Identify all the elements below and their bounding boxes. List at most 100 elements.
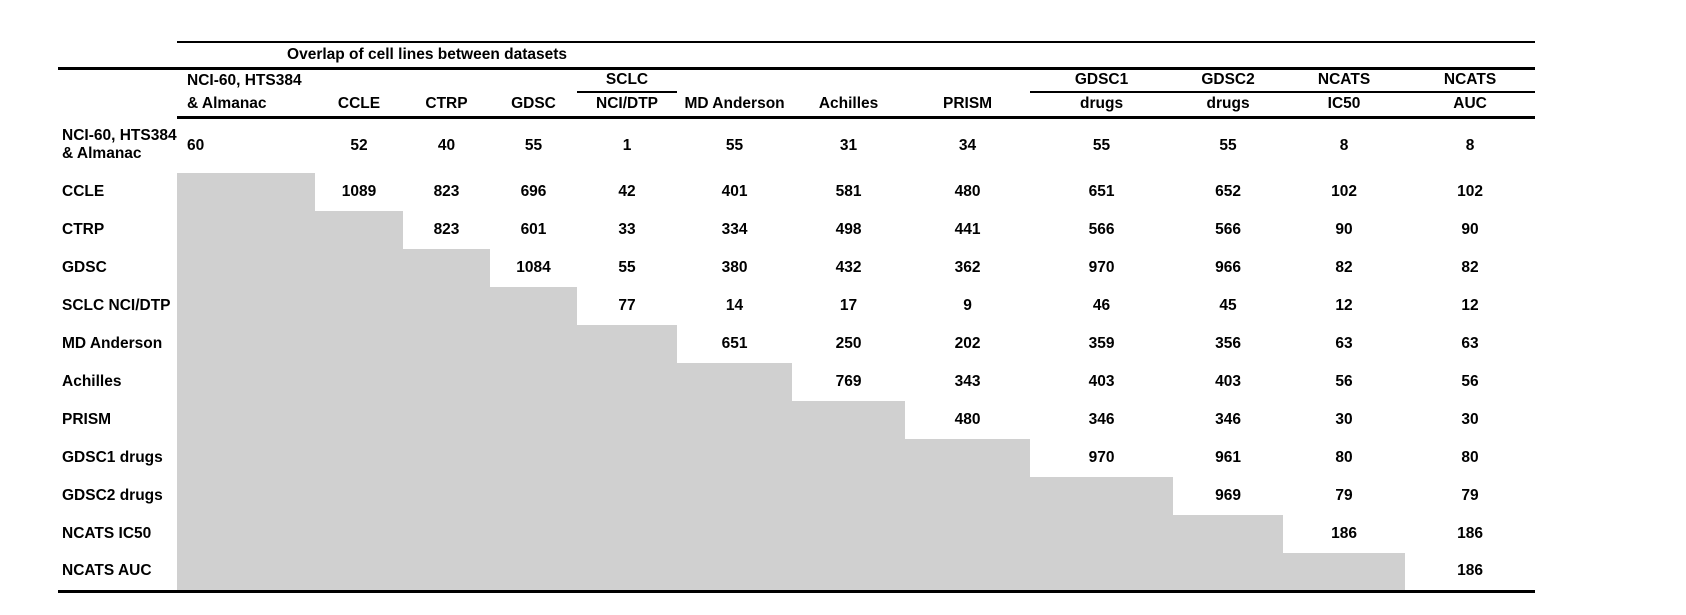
- header-corner-bottom: [58, 92, 177, 117]
- shaded-cell-mdanderson-sclc: [577, 325, 678, 363]
- value-cell-prism-ncats_ic50: 30: [1335, 411, 1353, 429]
- value-cell-ccle-gdsc: 696: [520, 183, 547, 201]
- row-label-mdanderson: MD Anderson: [62, 335, 163, 353]
- overlap-table: Overlap of cell lines between datasets N…: [58, 41, 1536, 593]
- shaded-cell-achilles-mdanderson: [677, 363, 793, 401]
- shaded-cell-ctrp-ccle: [315, 211, 403, 249]
- value-cell-mdanderson-ncats_ic50: 63: [1335, 335, 1353, 353]
- shaded-cell-achilles-sclc: [577, 363, 678, 401]
- value-cell-mdanderson-prism: 202: [954, 335, 981, 353]
- value-cell-ccle-gdsc1: 651: [1088, 183, 1115, 201]
- shaded-cell-ncats_ic50-prism: [905, 515, 1031, 553]
- shaded-cell-gdsc-nci60: [177, 249, 315, 287]
- shaded-cell-ncats_auc-mdanderson: [677, 553, 793, 593]
- table-row-gdsc: GDSC 1084 55 380 432 362 970 966 82 82: [58, 249, 1535, 287]
- value-cell-nci60-ctrp: 40: [437, 136, 456, 154]
- value-cell-ccle-prism: 480: [954, 183, 981, 201]
- shaded-cell-sclc-nci60: [177, 287, 315, 325]
- shaded-cell-ncats_ic50-gdsc: [490, 515, 577, 553]
- value-cell-sclc-gdsc2: 45: [1219, 297, 1237, 315]
- table-row-ncats_ic50: NCATS IC50 186 186: [58, 515, 1535, 553]
- table-row-sclc: SCLC NCI/DTP 77 14 17 9 46 45 12 12: [58, 287, 1535, 325]
- table-row-ncats_auc: NCATS AUC 186: [58, 553, 1536, 593]
- shaded-cell-sclc-gdsc: [490, 287, 577, 325]
- value-cell-prism-prism: 480: [954, 411, 981, 429]
- shaded-cell-gdsc1-gdsc: [490, 439, 577, 477]
- col-header-top-gdsc1: GDSC1: [1030, 68, 1174, 93]
- value-cell-gdsc-ncats_auc: 82: [1461, 259, 1479, 277]
- value-cell-nci60-achilles: 31: [839, 136, 858, 154]
- table-row-ctrp: CTRP 823 601 33 334 498 441 566 566 90 90: [58, 211, 1535, 249]
- table-row-mdanderson: MD Anderson 651 250 202 359 356 63 63: [58, 325, 1535, 363]
- value-cell-ccle-sclc: 42: [618, 183, 636, 201]
- shaded-cell-prism-sclc: [577, 401, 678, 439]
- shaded-cell-prism-mdanderson: [677, 401, 793, 439]
- value-cell-ncats_ic50-ncats_auc: 186: [1457, 525, 1483, 543]
- col-header-ctrp: CTRP: [403, 92, 490, 119]
- shaded-cell-ctrp-nci60: [177, 211, 315, 249]
- row-label-gdsc2: GDSC2 drugs: [62, 487, 163, 505]
- col-header-ncats_auc: AUC: [1405, 92, 1536, 119]
- col-header-top-prism: [905, 68, 1030, 92]
- shaded-cell-ncats_auc-gdsc: [490, 553, 577, 593]
- shaded-cell-prism-gdsc: [490, 401, 577, 439]
- value-cell-ccle-ccle: 1089: [341, 183, 377, 201]
- col-header-top-ctrp: [403, 68, 490, 92]
- row-label-achilles: Achilles: [62, 373, 122, 391]
- header-corner-top: [58, 68, 177, 92]
- value-cell-ctrp-ctrp: 823: [433, 221, 460, 239]
- table-row-ccle: CCLE 1089 823 696 42 401 581 480 651 652 102 102: [58, 173, 1535, 211]
- value-cell-gdsc1-ncats_auc: 80: [1461, 449, 1479, 467]
- col-header-top-gdsc2: GDSC2: [1173, 68, 1284, 93]
- value-cell-sclc-prism: 9: [963, 297, 972, 315]
- col-header-top-gdsc: [490, 68, 577, 92]
- table-row-achilles: Achilles 769 343 403 403 56 56: [58, 363, 1535, 401]
- shaded-cell-gdsc2-mdanderson: [677, 477, 793, 515]
- value-cell-nci60-mdanderson: 55: [725, 136, 744, 154]
- value-cell-prism-ncats_auc: 30: [1461, 411, 1479, 429]
- shaded-cell-ncats_auc-ccle: [315, 553, 403, 593]
- value-cell-achilles-ncats_auc: 56: [1461, 373, 1479, 391]
- shaded-cell-gdsc-ctrp: [403, 249, 490, 287]
- value-cell-sclc-achilles: 17: [839, 297, 858, 315]
- shaded-cell-gdsc2-nci60: [177, 477, 315, 515]
- shaded-cell-gdsc2-prism: [905, 477, 1031, 515]
- value-cell-ccle-gdsc2: 652: [1215, 183, 1241, 201]
- value-cell-nci60-sclc: 1: [622, 136, 632, 154]
- value-cell-ccle-achilles: 581: [835, 183, 862, 201]
- value-cell-gdsc1-gdsc1: 970: [1088, 449, 1115, 467]
- shaded-cell-ncats_auc-ncats_ic50: [1283, 553, 1406, 593]
- value-cell-sclc-ncats_auc: 12: [1461, 297, 1479, 315]
- value-cell-gdsc-ncats_ic50: 82: [1335, 259, 1353, 277]
- value-cell-sclc-gdsc1: 46: [1092, 297, 1111, 315]
- value-cell-ctrp-sclc: 33: [618, 221, 636, 239]
- shaded-cell-ncats_ic50-nci60: [177, 515, 315, 553]
- value-cell-nci60-ncats_ic50: 8: [1339, 136, 1349, 154]
- shaded-cell-prism-nci60: [177, 401, 315, 439]
- table-row-prism: PRISM 480 346 346 30 30: [58, 401, 1535, 439]
- value-cell-gdsc2-ncats_ic50: 79: [1335, 487, 1353, 505]
- shaded-cell-gdsc1-achilles: [792, 439, 906, 477]
- shaded-cell-achilles-ccle: [315, 363, 403, 401]
- col-header-nci60: & Almanac: [177, 92, 315, 119]
- col-header-top-mdanderson: [677, 68, 792, 92]
- value-cell-nci60-ccle: 52: [350, 136, 368, 154]
- shaded-cell-gdsc2-ctrp: [403, 477, 490, 515]
- shaded-cell-ncats_ic50-achilles: [792, 515, 906, 553]
- value-cell-gdsc2-ncats_auc: 79: [1461, 487, 1479, 505]
- value-cell-ccle-ctrp: 823: [433, 183, 460, 201]
- title-row-filler: [677, 41, 1536, 70]
- shaded-cell-ncats_auc-gdsc2: [1173, 553, 1284, 593]
- value-cell-ncats_auc-ncats_auc: 186: [1405, 553, 1536, 593]
- shaded-cell-mdanderson-ctrp: [403, 325, 490, 363]
- value-cell-ctrp-ncats_auc: 90: [1461, 221, 1479, 239]
- shaded-cell-achilles-ctrp: [403, 363, 490, 401]
- value-cell-nci60-nci60: 60: [187, 136, 205, 154]
- table-row-nci60: NCI-60, HTS384 & Almanac 60 52 40 55 1 55 31 34 55…: [58, 117, 1535, 173]
- shaded-cell-gdsc2-ccle: [315, 477, 403, 515]
- shaded-cell-ncats_ic50-gdsc2: [1173, 515, 1284, 553]
- col-header-top-ccle: [315, 68, 403, 92]
- value-cell-ccle-ncats_auc: 102: [1457, 183, 1483, 201]
- shaded-cell-ncats_ic50-sclc: [577, 515, 678, 553]
